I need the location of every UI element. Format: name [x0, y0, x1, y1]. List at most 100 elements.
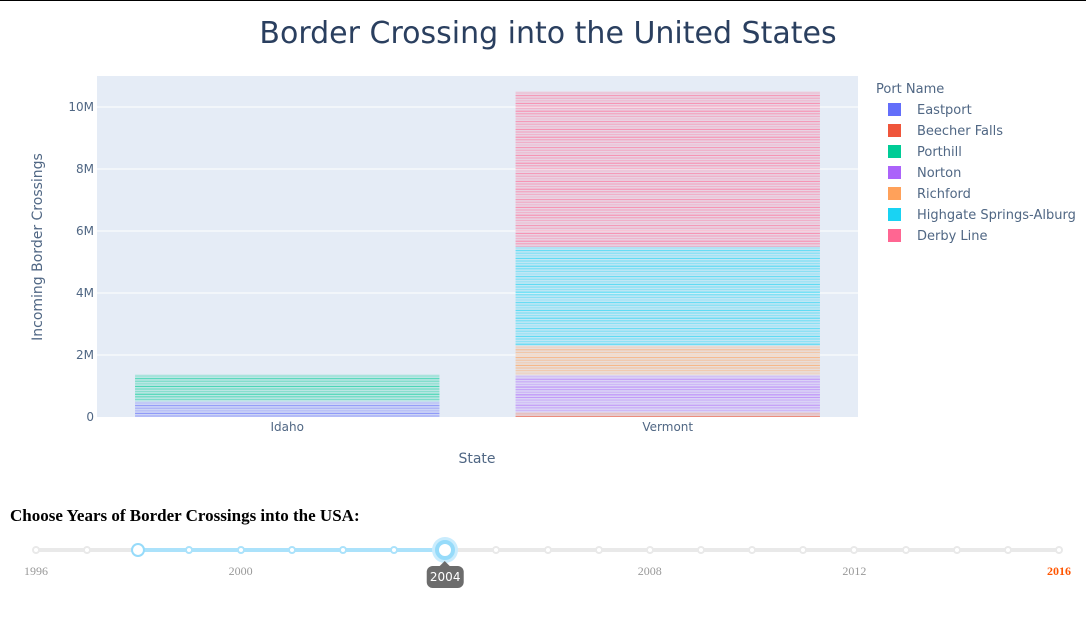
slider-step-dot[interactable] — [952, 546, 961, 554]
bar-stripe — [515, 167, 820, 169]
legend-title: Port Name — [876, 82, 944, 97]
slider-step-dot[interactable] — [236, 546, 245, 554]
slider-mark-label[interactable]: 2000 — [228, 564, 253, 578]
legend[interactable]: Port Name Eastport Beecher Falls Porthill N… — [876, 82, 1076, 244]
bar-stripe — [515, 273, 820, 275]
y-tick-label: 6M — [76, 224, 94, 238]
bar-stripe — [515, 123, 820, 125]
legend-swatch — [888, 208, 901, 221]
bar-segment[interactable]: Richford — [515, 345, 820, 376]
bar-stripe — [135, 407, 440, 409]
slider-step-dot[interactable] — [799, 546, 808, 554]
bar-stripe — [515, 263, 820, 265]
bar-stripe — [515, 328, 820, 330]
slider-step-dot[interactable] — [32, 546, 40, 554]
slider-tooltip: 2004 — [426, 561, 464, 588]
slider-step-dot[interactable] — [287, 546, 296, 554]
slider-mark-label[interactable]: 1996 — [24, 564, 48, 578]
y-tick-label: 4M — [76, 286, 94, 300]
legend-swatch — [888, 124, 901, 137]
bar-stripe — [515, 330, 820, 332]
bar-stripe — [515, 343, 820, 345]
year-range-slider[interactable]: 199620002004200820122016 2004 — [0, 530, 1086, 610]
bar-stripe — [135, 412, 440, 414]
bar-stripe — [515, 278, 820, 280]
bar-stripe — [515, 95, 820, 97]
bar-stripe — [515, 364, 820, 366]
bar-segment[interactable]: Beecher Falls — [515, 412, 820, 417]
slider-step-dot[interactable] — [1055, 546, 1063, 554]
slider-step-dot[interactable] — [696, 546, 705, 554]
bar-stripe — [515, 165, 820, 167]
bar-segment[interactable]: Eastport — [135, 401, 440, 418]
slider-step-dot[interactable] — [594, 546, 603, 554]
bar-stripe — [515, 362, 820, 364]
legend-item[interactable]: Eastport — [888, 103, 972, 118]
slider-mark-label[interactable]: 2008 — [637, 564, 662, 578]
slider-step-dot[interactable] — [185, 546, 194, 554]
y-tick-label: 0 — [86, 410, 94, 424]
slider-step-dot[interactable] — [901, 546, 910, 554]
x-tick-label: Idaho — [271, 420, 304, 434]
bar-segment[interactable]: Norton — [515, 375, 820, 413]
bar-stripe — [515, 341, 820, 343]
bar-stripe — [515, 391, 820, 393]
slider-step-dot[interactable] — [850, 546, 859, 554]
bar-stripe — [515, 396, 820, 398]
bar-stripe — [515, 257, 820, 259]
bar-segment[interactable]: Derby Line — [515, 91, 820, 247]
bar-stripe — [515, 230, 820, 232]
slider-step-dot[interactable] — [390, 546, 399, 554]
legend-item[interactable]: Norton — [888, 166, 961, 181]
bar-stripe — [515, 270, 820, 272]
bar-segment-stripes — [515, 376, 820, 411]
legend-swatch — [888, 229, 901, 242]
bar-stripe — [515, 245, 820, 247]
bar-stripe — [515, 160, 820, 162]
bar-stripe — [515, 252, 820, 254]
bar-stripe — [135, 415, 440, 417]
slider-step-dot[interactable] — [748, 546, 757, 554]
legend-item[interactable]: Beecher Falls — [888, 124, 1003, 139]
bar-stripe — [515, 415, 820, 417]
bar-stripe — [135, 375, 440, 377]
bar-stripe — [515, 183, 820, 185]
legend-swatch — [888, 187, 901, 200]
bar-stripe — [515, 115, 820, 117]
bar-segment[interactable]: Highgate Springs-Alburg — [515, 246, 820, 346]
slider-mark-label[interactable]: 2012 — [842, 564, 867, 578]
legend-item[interactable]: Porthill — [888, 145, 962, 160]
slider-step-dot[interactable] — [83, 546, 92, 554]
slider-step-dot[interactable] — [1003, 546, 1012, 554]
bar-stripe — [135, 396, 440, 398]
legend-label: Eastport — [917, 103, 972, 118]
legend-label: Highgate Springs-Alburg — [917, 208, 1076, 223]
slider-step-dot[interactable] — [338, 546, 347, 554]
bar-stripe — [515, 376, 820, 378]
bar-stripe — [515, 157, 820, 159]
bar-stripe — [515, 232, 820, 234]
bar-stripe — [515, 201, 820, 203]
slider-step-dot[interactable] — [645, 546, 654, 554]
slider-handle-end[interactable] — [435, 540, 456, 560]
bar-stripe — [515, 100, 820, 102]
legend-item[interactable]: Richford — [888, 187, 971, 202]
bar-stripe — [515, 222, 820, 224]
slider-step-dot[interactable] — [543, 546, 552, 554]
legend-item[interactable]: Derby Line — [888, 229, 988, 244]
bar-chart: EastportPorthillBeecher FallsNortonRichf… — [30, 16, 1076, 467]
slider-mark-label[interactable]: 2016 — [1047, 564, 1071, 578]
bar-stripe — [515, 152, 820, 154]
bar-stripe — [515, 389, 820, 391]
bar-stripe — [515, 320, 820, 322]
slider-handle-start[interactable] — [131, 543, 146, 557]
bar-segment-stripes — [515, 92, 820, 247]
bar-stripe — [515, 199, 820, 201]
bars[interactable]: EastportPorthillBeecher FallsNortonRichf… — [135, 91, 820, 418]
bar-stripe — [515, 268, 820, 270]
legend-item[interactable]: Highgate Springs-Alburg — [888, 208, 1076, 223]
bar-stripe — [135, 410, 440, 412]
slider-step-dot[interactable] — [492, 546, 501, 554]
bar-stripe — [515, 383, 820, 385]
bar-stripe — [515, 404, 820, 406]
